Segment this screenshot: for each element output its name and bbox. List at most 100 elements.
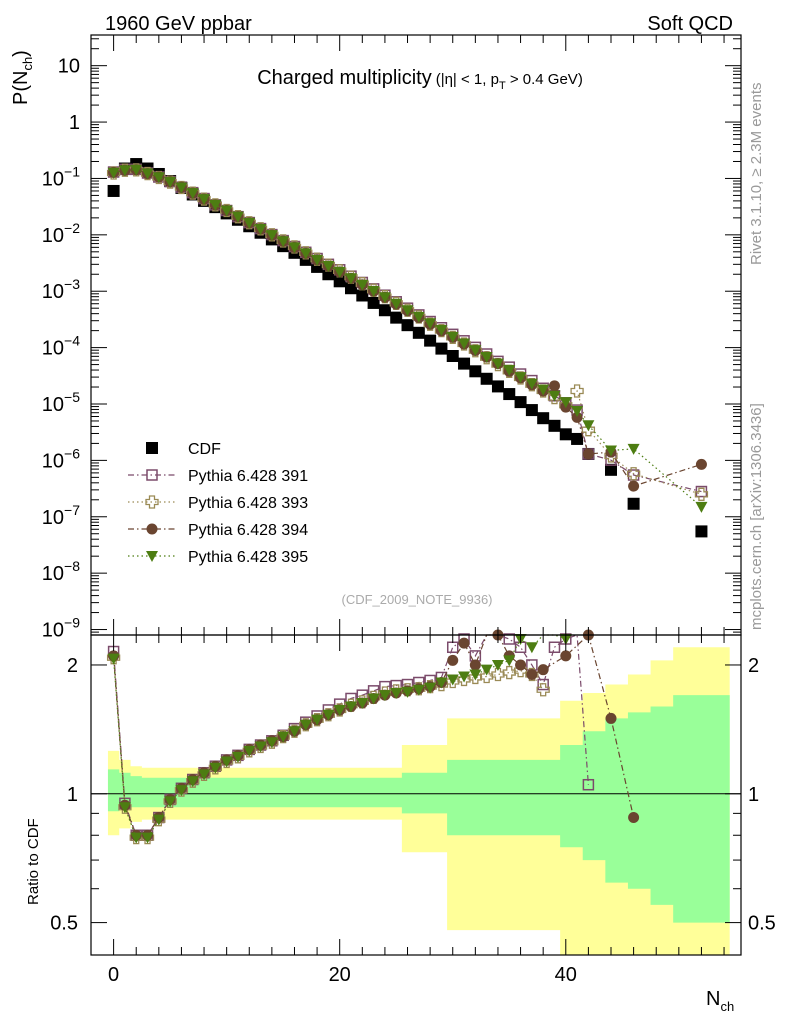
ratio-point <box>480 664 493 676</box>
data-point <box>345 273 357 285</box>
data-point <box>695 525 708 538</box>
main-ytick-label: 10−2 <box>42 220 80 247</box>
ratio-point <box>220 756 233 768</box>
legend-entry: Pythia 6.428 394 <box>128 522 308 539</box>
main-ytick-label: 10−5 <box>42 389 80 416</box>
ratio-ytick-label: 2 <box>67 655 78 677</box>
legend-marker <box>145 495 159 509</box>
stat-band <box>107 695 730 923</box>
data-point <box>367 296 380 309</box>
data-point <box>695 458 707 470</box>
ratio-point <box>265 737 278 749</box>
data-point <box>548 419 561 432</box>
data-point <box>694 487 709 501</box>
data-point <box>367 285 380 297</box>
data-point <box>401 305 414 317</box>
data-point <box>265 230 278 242</box>
legend-label: Pythia 6.428 393 <box>188 495 308 512</box>
ratio-point <box>502 665 516 680</box>
main-ylabel: P(Nch) <box>10 50 35 105</box>
data-point <box>627 443 640 455</box>
ratio-point <box>447 654 459 666</box>
data-point <box>537 412 550 425</box>
header-right: Soft QCD <box>647 13 733 35</box>
data-point <box>412 326 425 339</box>
data-point <box>322 261 335 273</box>
header-left: 1960 GeV ppbar <box>105 13 252 35</box>
ratio-point <box>209 762 222 774</box>
data-point <box>571 432 584 445</box>
data-point <box>537 384 550 396</box>
data-point <box>231 211 244 223</box>
main-ytick-label: 10−7 <box>42 502 80 529</box>
data-point <box>299 248 312 260</box>
data-point <box>480 372 493 385</box>
ratio-point <box>491 659 504 671</box>
ratio-ytick-label-right: 2 <box>748 655 759 677</box>
ratio-point <box>345 701 357 713</box>
ratio-point <box>458 671 471 683</box>
axis-frames <box>90 34 742 956</box>
analysis-watermark: (CDF_2009_NOTE_9936) <box>341 592 492 607</box>
data-point <box>378 292 391 304</box>
data-point <box>130 164 143 176</box>
side-label-version: Rivet 3.1.10, ≥ 2.3M events <box>748 83 765 266</box>
data-point <box>118 165 131 177</box>
data-point <box>627 497 640 510</box>
main-ytick-label: 10−4 <box>42 333 80 360</box>
main-series-line <box>113 169 702 508</box>
main-ytick-label: 10−1 <box>42 163 80 190</box>
data-point <box>570 384 584 398</box>
main-series-4 <box>107 164 708 513</box>
ratio-point <box>582 778 595 791</box>
ratio-point <box>367 693 380 705</box>
side-label-source: mcplots.cern.ch [arXiv:1306.3436] <box>748 403 765 630</box>
data-point <box>107 184 120 197</box>
legend-entry: CDF <box>146 441 221 458</box>
ratio-point <box>231 751 244 763</box>
ratio-point <box>480 669 494 684</box>
ratio-point <box>503 633 516 645</box>
ratio-point <box>107 653 120 665</box>
data-point <box>424 334 437 347</box>
legend-entry: Pythia 6.428 395 <box>128 549 308 566</box>
data-point <box>401 319 414 332</box>
data-point <box>548 380 560 392</box>
ratio-point <box>424 682 437 694</box>
main-ytick-label: 10 <box>58 56 80 78</box>
ratio-point <box>311 714 324 726</box>
legend-marker <box>146 469 158 481</box>
ratio-series-layer <box>106 629 640 845</box>
data-point <box>333 266 346 278</box>
data-point <box>333 275 346 288</box>
data-point <box>458 357 471 370</box>
data-point <box>186 188 199 200</box>
ratio-point <box>458 637 470 649</box>
data-point <box>581 423 596 437</box>
main-ytick-label: 10−6 <box>42 445 80 472</box>
data-point <box>356 279 369 291</box>
ratio-ytick-label: 0.5 <box>50 913 78 935</box>
data-point <box>469 365 482 378</box>
legend: CDF Pythia 6.428 391 Pythia 6.428 393 Pythi… <box>128 441 308 566</box>
data-point <box>469 345 482 357</box>
ratio-series-3 <box>107 633 572 844</box>
ratio-point <box>175 785 188 797</box>
data-point <box>311 254 324 266</box>
ratio-point <box>628 812 640 824</box>
ratio-point <box>277 731 290 743</box>
data-point <box>390 298 403 310</box>
data-point <box>582 420 595 432</box>
data-point <box>571 411 583 423</box>
ratio-point <box>186 776 199 788</box>
legend-label: Pythia 6.428 394 <box>188 522 308 539</box>
ratio-ytick-label: 1 <box>67 784 78 806</box>
ratio-point <box>164 796 177 808</box>
data-point <box>356 289 369 302</box>
ratio-frame <box>90 634 742 956</box>
ratio-point <box>491 667 505 682</box>
ratio-point <box>299 719 312 731</box>
ratio-point <box>254 741 267 753</box>
data-point <box>243 217 256 229</box>
